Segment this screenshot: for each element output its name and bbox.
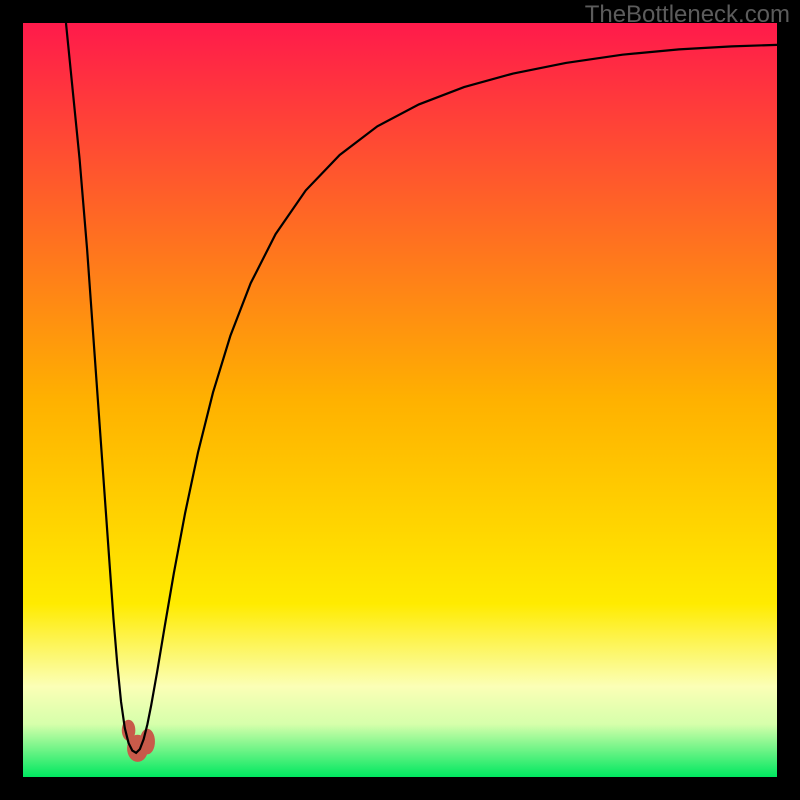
figure-root: TheBottleneck.com [0, 0, 800, 800]
marker-cluster [122, 720, 155, 762]
watermark-text: TheBottleneck.com [585, 1, 790, 29]
chart-svg [23, 23, 777, 777]
plot-area [23, 23, 777, 777]
bottleneck-curve [66, 23, 777, 753]
